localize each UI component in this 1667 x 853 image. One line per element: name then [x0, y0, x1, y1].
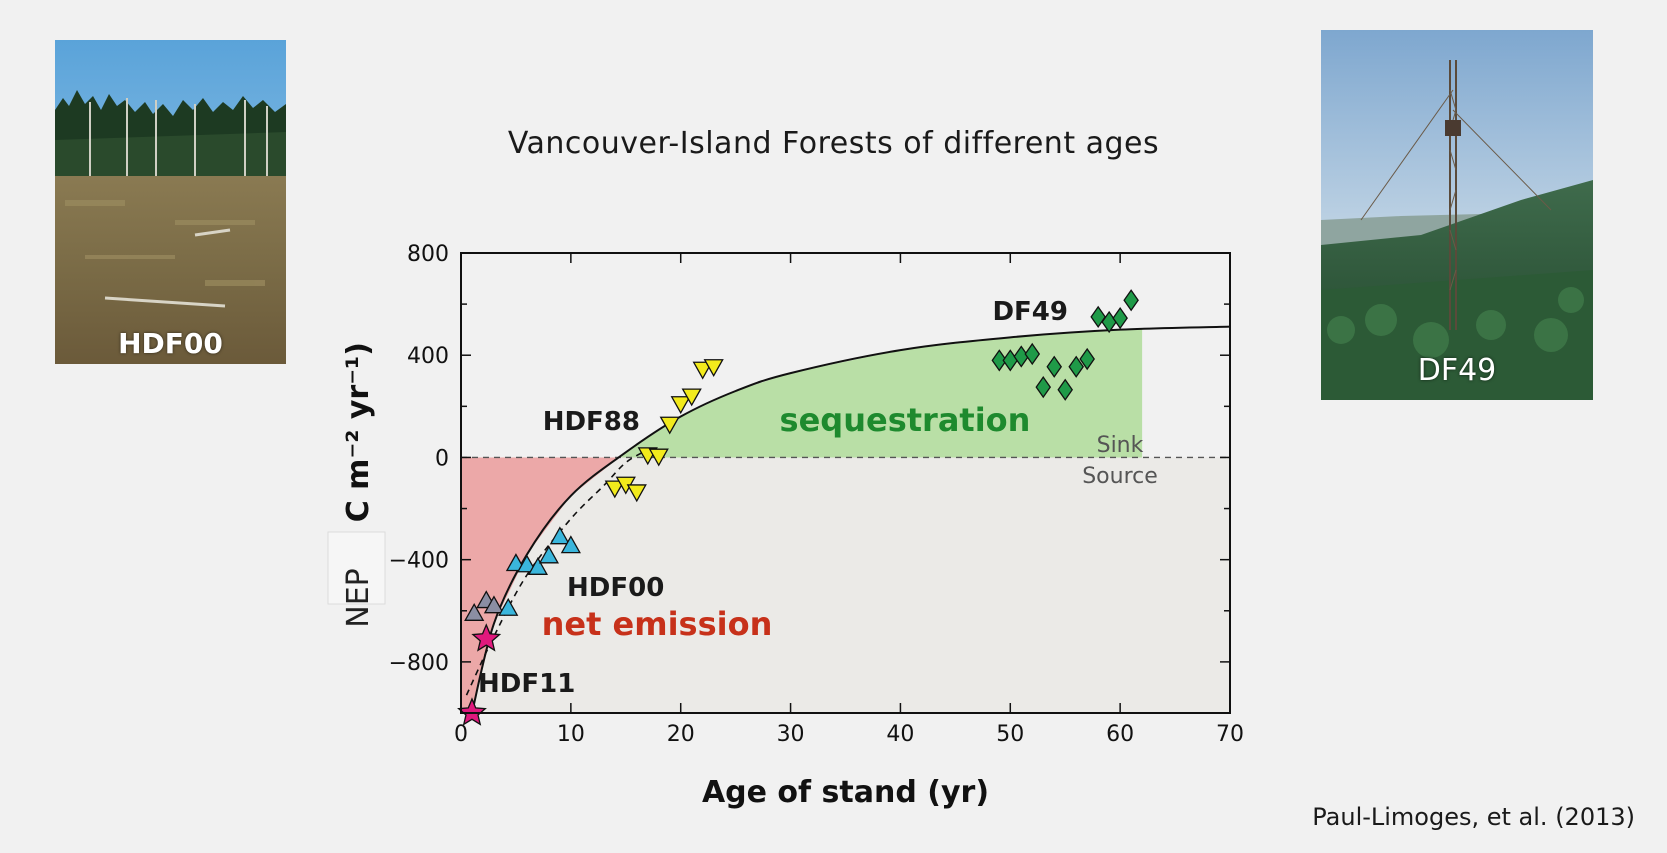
- photo-label-hdf00: HDF00: [118, 327, 223, 360]
- fit-curves: [461, 325, 1231, 714]
- df49-marker-11: [1112, 307, 1128, 330]
- y-tick-label-800: 800: [407, 242, 449, 267]
- x-tick-label-10: 10: [557, 722, 585, 747]
- clearcut-forest-image: [55, 40, 286, 364]
- hdf88-marker-5: [659, 416, 680, 435]
- chart-regions: [461, 329, 1230, 713]
- hdf00-marker-2: [483, 595, 505, 614]
- y-tick-label--800: −800: [389, 651, 449, 676]
- flux-tower-forest-image: [1321, 30, 1593, 400]
- y-axis-label-prefix: NEP: [341, 568, 376, 628]
- hdf88-marker-7: [681, 388, 702, 407]
- x-tick-label-50: 50: [996, 722, 1024, 747]
- hdf88-marker-0: [604, 480, 625, 499]
- series-label-hdf00: HDF00: [567, 573, 664, 603]
- hdf88-marker-2: [626, 484, 647, 503]
- hdf00-marker-8: [549, 526, 570, 545]
- chart-axes: [460, 252, 1231, 714]
- chart-annotations: 0 10 20 30 40 50 60 70 −800 −400 0 400 800 Age of sta…: [327, 242, 1244, 810]
- hdf00-site-photo: HDF00: [55, 40, 286, 364]
- df49-marker-7: [1068, 355, 1084, 378]
- series-label-hdf11: HDF11: [478, 669, 575, 699]
- sequestration-label: sequestration: [780, 401, 1031, 439]
- hdf00-marker-9: [560, 535, 581, 554]
- df49-marker-4: [1035, 376, 1052, 399]
- y-axis-label: (g C m⁻² yr⁻¹): [341, 342, 376, 568]
- x-tick-label-70: 70: [1216, 722, 1244, 747]
- chart-title: Vancouver-Island Forests of different ag…: [507, 126, 1160, 161]
- series-label-df49: DF49: [992, 297, 1068, 327]
- y-tick-label-0: 0: [435, 446, 449, 471]
- df49-marker-3: [1024, 342, 1041, 366]
- x-tick-label-40: 40: [886, 722, 914, 747]
- x-tick-label-20: 20: [667, 722, 695, 747]
- hdf00-marker-0: [464, 603, 485, 621]
- hdf11-marker-1: [471, 623, 502, 652]
- fit-curve: [471, 325, 1231, 714]
- df49-marker-0: [991, 349, 1008, 372]
- photo-label-df49: DF49: [1417, 353, 1497, 388]
- y-tick-label-400: 400: [407, 344, 449, 369]
- citation: Paul-Limoges, et al. (2013): [1312, 803, 1635, 831]
- y-tick-label--400: −400: [389, 549, 449, 574]
- x-axis-label: Age of stand (yr): [702, 775, 989, 810]
- net-emission-region: [461, 457, 620, 713]
- data-markers: [457, 289, 1139, 726]
- df49-marker-5: [1046, 355, 1063, 378]
- hdf00-marker-7: [538, 545, 559, 564]
- hdf88-marker-9: [703, 359, 724, 378]
- net-emission-label: net emission: [542, 605, 773, 643]
- hdf00-marker-6: [527, 557, 549, 575]
- fit-curve-dashed: [465, 449, 649, 696]
- df49-site-photo: DF49: [1321, 30, 1593, 400]
- x-tick-label-0: 0: [454, 722, 468, 747]
- df49-marker-6: [1057, 378, 1074, 401]
- hdf88-marker-6: [670, 396, 691, 415]
- df49-marker-12: [1123, 289, 1139, 312]
- plot-frame: [460, 252, 1231, 714]
- hdf88-marker-8: [692, 361, 713, 380]
- hdf88-marker-4: [648, 448, 669, 467]
- hdf00-marker-3: [498, 597, 519, 616]
- source-label: Source: [1082, 464, 1158, 489]
- series-label-hdf88: HDF88: [543, 407, 640, 437]
- x-tick-label-60: 60: [1106, 722, 1134, 747]
- df49-marker-8: [1079, 347, 1095, 371]
- hdf00-marker-5: [516, 554, 538, 573]
- x-tick-label-30: 30: [777, 722, 805, 747]
- sink-label: Sink: [1097, 433, 1144, 458]
- nep-label-box: [327, 531, 386, 605]
